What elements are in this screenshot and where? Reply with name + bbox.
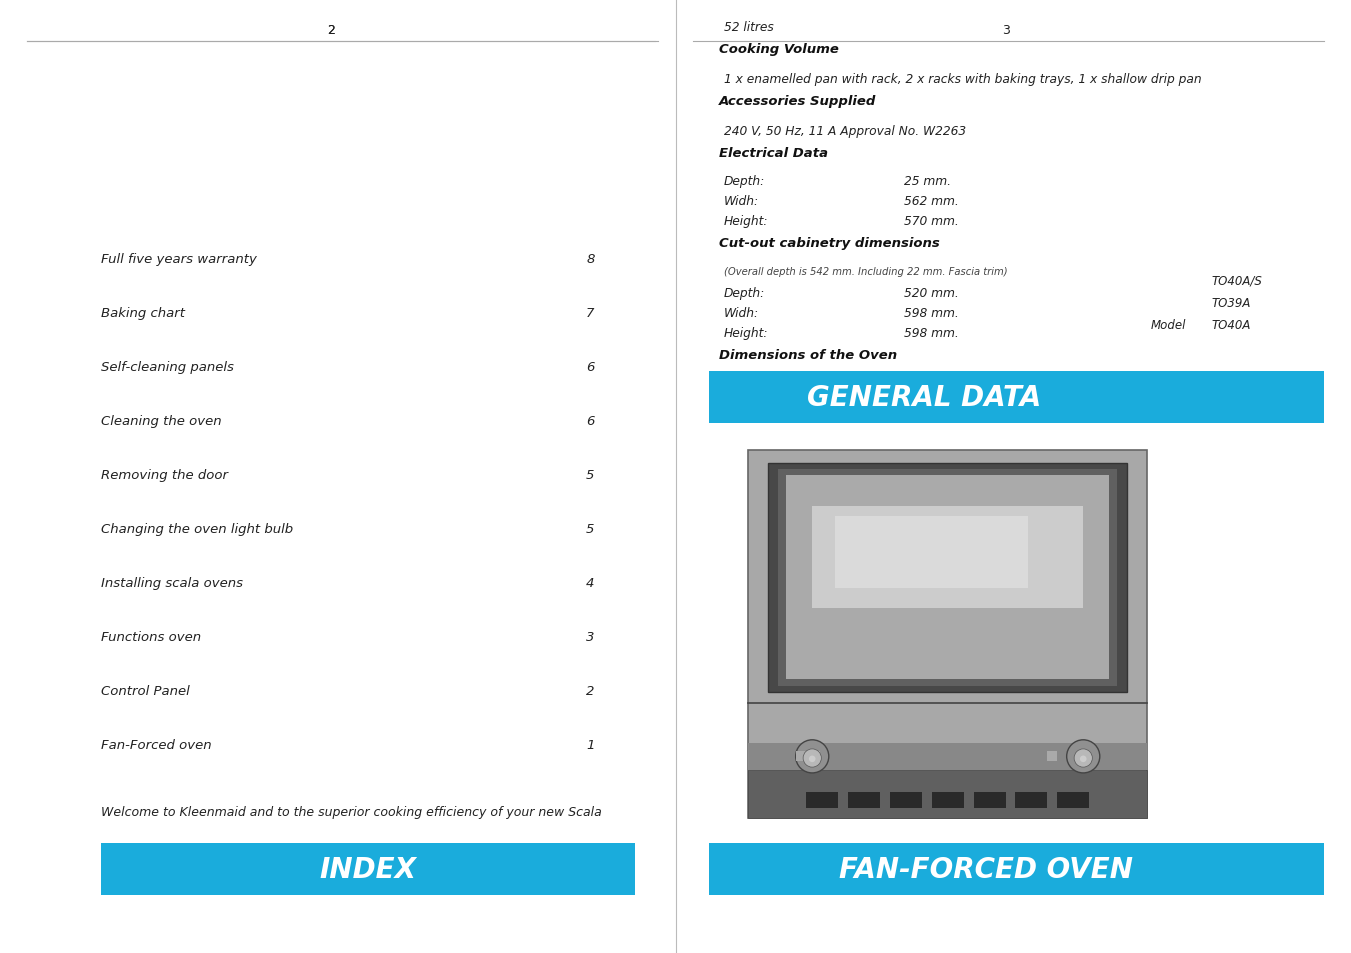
Text: 1 x enamelled pan with rack, 2 x racks with baking trays, 1 x shallow drip pan: 1 x enamelled pan with rack, 2 x racks w… [724,73,1201,86]
Bar [890,792,921,808]
Text: Cut-out cabinetry dimensions: Cut-out cabinetry dimensions [719,236,939,250]
Text: 8: 8 [586,253,594,266]
Bar [748,451,1147,818]
Text: 2: 2 [586,684,594,698]
Text: 598 mm.: 598 mm. [904,307,958,319]
Bar [709,843,1324,895]
Text: Height:: Height: [724,327,769,339]
Circle shape [1079,756,1086,762]
Text: 5: 5 [586,522,594,536]
Bar [835,517,1028,588]
Text: Removing the door: Removing the door [101,469,228,481]
Text: Control Panel: Control Panel [101,684,190,698]
Bar [748,742,1147,770]
Circle shape [809,756,816,762]
Bar [1016,792,1047,808]
Circle shape [1067,740,1100,773]
Bar [1047,751,1058,760]
Text: GENERAL DATA: GENERAL DATA [808,384,1042,412]
Text: TO39A: TO39A [1212,296,1251,310]
Text: 562 mm.: 562 mm. [904,194,958,208]
Circle shape [1074,749,1093,767]
Text: 2: 2 [327,24,335,37]
Circle shape [802,749,821,767]
Text: FAN-FORCED OVEN: FAN-FORCED OVEN [839,855,1133,883]
Text: 520 mm.: 520 mm. [904,287,958,299]
Text: Self-cleaning panels: Self-cleaning panels [101,360,234,374]
Text: Depth:: Depth: [724,174,765,188]
Text: Functions oven: Functions oven [101,630,201,643]
Text: TO40A: TO40A [1212,318,1251,332]
Text: Cooking Volume: Cooking Volume [719,43,839,56]
Bar [769,463,1127,692]
Text: 570 mm.: 570 mm. [904,214,958,228]
Bar [709,372,1324,423]
Text: 598 mm.: 598 mm. [904,327,958,339]
Bar [796,751,807,760]
Text: Cleaning the oven: Cleaning the oven [101,415,222,428]
Text: 3: 3 [586,630,594,643]
Text: 240 V, 50 Hz, 11 A Approval No. W2263: 240 V, 50 Hz, 11 A Approval No. W2263 [724,125,966,138]
Text: Accessories Supplied: Accessories Supplied [719,95,875,108]
Bar [778,470,1117,686]
Text: 52 litres: 52 litres [724,21,774,34]
Text: Installing scala ovens: Installing scala ovens [101,577,243,589]
Bar [786,476,1109,679]
Text: Depth:: Depth: [724,287,765,299]
Text: (Overall depth is 542 mm. Including 22 mm. Fascia trim): (Overall depth is 542 mm. Including 22 m… [724,267,1008,276]
Bar [932,792,963,808]
Circle shape [796,740,828,773]
Bar [748,770,1147,818]
Text: 5: 5 [586,469,594,481]
Text: Welcome to Kleenmaid and to the superior cooking efficiency of your new Scala: Welcome to Kleenmaid and to the superior… [101,805,603,818]
Bar [101,843,635,895]
Bar [848,792,880,808]
Bar [807,792,838,808]
Text: Dimensions of the Oven: Dimensions of the Oven [719,349,897,361]
Text: Fan-Forced oven: Fan-Forced oven [101,739,212,751]
Text: Widh:: Widh: [724,307,759,319]
Text: 6: 6 [586,360,594,374]
Text: 7: 7 [586,307,594,319]
Text: Baking chart: Baking chart [101,307,185,319]
Bar [811,751,820,760]
Text: INDEX: INDEX [320,855,416,883]
Text: 2: 2 [327,24,335,37]
Text: Electrical Data: Electrical Data [719,147,828,160]
Text: TO40A/S: TO40A/S [1212,274,1263,288]
Text: 4: 4 [586,577,594,589]
Bar [974,792,1005,808]
Text: Model: Model [1151,318,1186,332]
Text: Height:: Height: [724,214,769,228]
Text: Changing the oven light bulb: Changing the oven light bulb [101,522,293,536]
Text: 1: 1 [586,739,594,751]
Text: Widh:: Widh: [724,194,759,208]
Text: Full five years warranty: Full five years warranty [101,253,257,266]
Bar [812,506,1084,608]
Text: 6: 6 [586,415,594,428]
Text: 3: 3 [1002,24,1011,37]
Text: 25 mm.: 25 mm. [904,174,951,188]
Bar [1058,792,1089,808]
